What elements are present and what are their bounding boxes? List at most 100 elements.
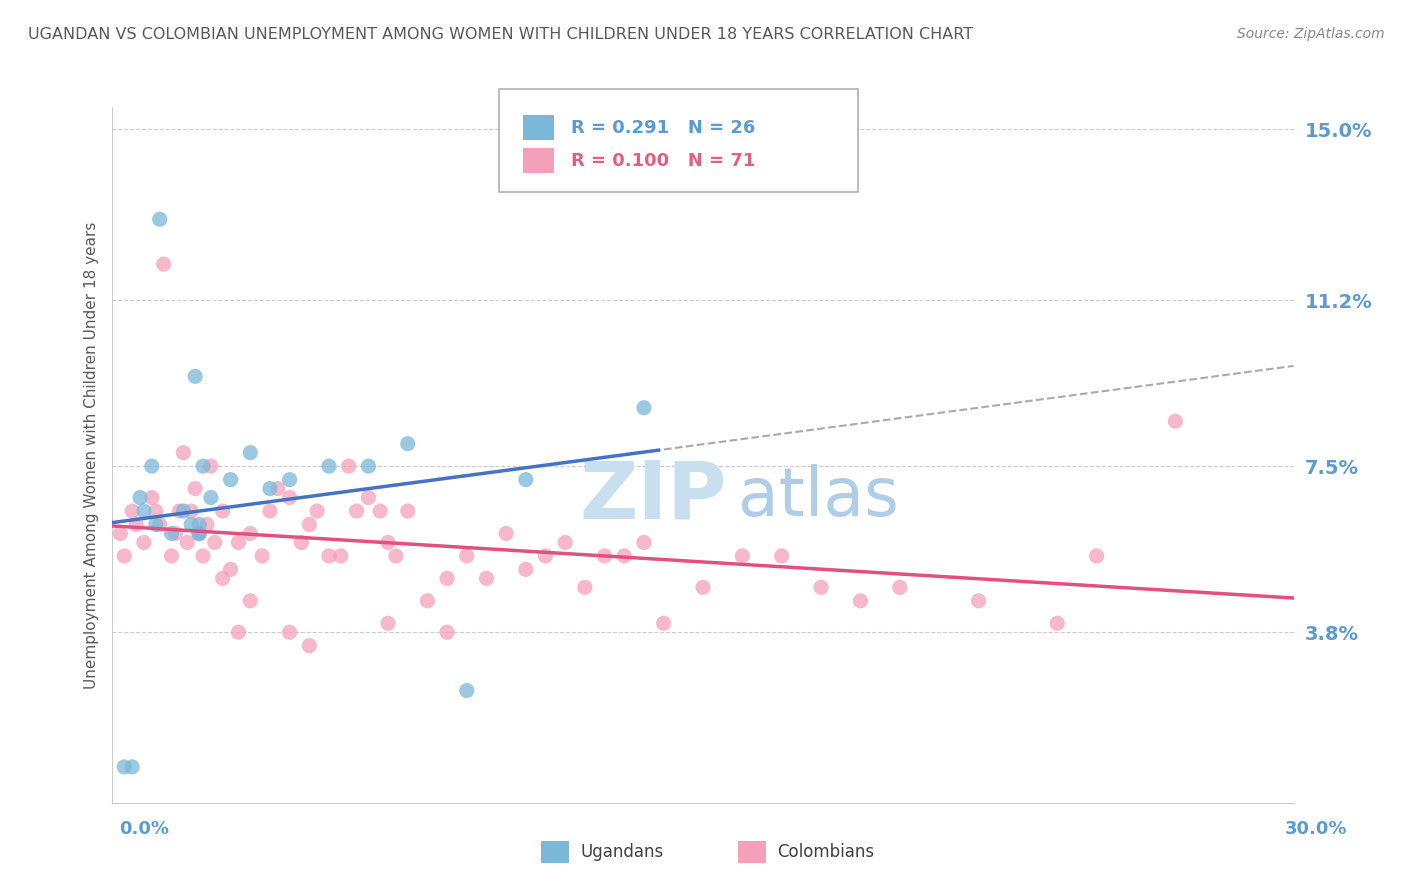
Point [176, 535, 198, 549]
Point [574, 580, 596, 594]
Point [132, 535, 155, 549]
Point [515, 473, 537, 487]
Point [188, 526, 211, 541]
Text: ZIP: ZIP [579, 458, 727, 536]
Point [436, 625, 458, 640]
Point [346, 504, 368, 518]
Point [188, 526, 211, 541]
Point [377, 616, 399, 631]
Point [191, 459, 214, 474]
Point [810, 580, 832, 594]
Point [141, 491, 163, 505]
Point [377, 535, 399, 549]
Point [337, 459, 360, 474]
Point [267, 482, 290, 496]
Point [633, 401, 655, 415]
Point [967, 594, 990, 608]
Point [112, 760, 135, 774]
Point [593, 549, 616, 563]
Text: R = 0.100   N = 71: R = 0.100 N = 71 [571, 152, 755, 169]
Point [169, 504, 191, 518]
Point [318, 459, 340, 474]
Point [692, 580, 714, 594]
Point [250, 549, 273, 563]
Point [228, 535, 250, 549]
Point [329, 549, 352, 563]
Point [121, 504, 143, 518]
Point [436, 571, 458, 585]
Point [652, 616, 675, 631]
Point [613, 549, 636, 563]
Point [191, 549, 214, 563]
Point [396, 504, 419, 518]
Point [239, 445, 262, 459]
Point [554, 535, 576, 549]
Point [239, 594, 262, 608]
Point [160, 526, 183, 541]
Point [731, 549, 754, 563]
Point [298, 517, 321, 532]
Point [1085, 549, 1108, 563]
Point [633, 535, 655, 549]
Point [211, 571, 233, 585]
Point [278, 625, 301, 640]
Point [172, 445, 194, 459]
Point [145, 517, 167, 532]
Text: UGANDAN VS COLOMBIAN UNEMPLOYMENT AMONG WOMEN WITH CHILDREN UNDER 18 YEARS CORRE: UGANDAN VS COLOMBIAN UNEMPLOYMENT AMONG … [28, 27, 973, 42]
Point [180, 517, 202, 532]
Point [165, 526, 187, 541]
Point [200, 491, 222, 505]
Point [219, 562, 242, 576]
Point [889, 580, 911, 594]
Text: 30.0%: 30.0% [1285, 820, 1347, 838]
Text: 0.0%: 0.0% [120, 820, 170, 838]
Point [149, 212, 172, 227]
Point [211, 504, 233, 518]
Point [180, 504, 202, 518]
Point [184, 482, 207, 496]
Point [152, 257, 174, 271]
Point [385, 549, 408, 563]
Point [110, 526, 132, 541]
Text: Source: ZipAtlas.com: Source: ZipAtlas.com [1237, 27, 1385, 41]
Point [416, 594, 439, 608]
Point [132, 504, 155, 518]
Point [188, 526, 211, 541]
Text: Colombians: Colombians [778, 843, 875, 861]
Point [125, 517, 148, 532]
Point [112, 549, 135, 563]
Point [307, 504, 329, 518]
Point [141, 459, 163, 474]
Point [298, 639, 321, 653]
Point [770, 549, 793, 563]
Point [495, 526, 517, 541]
Point [259, 504, 281, 518]
Text: atlas: atlas [738, 464, 900, 530]
Point [172, 504, 194, 518]
Point [219, 473, 242, 487]
Point [849, 594, 872, 608]
Point [184, 369, 207, 384]
Point [204, 535, 226, 549]
Point [1046, 616, 1069, 631]
Point [290, 535, 312, 549]
Point [534, 549, 557, 563]
Point [160, 549, 183, 563]
Point [456, 683, 478, 698]
Point [149, 517, 172, 532]
Point [188, 517, 211, 532]
Point [259, 482, 281, 496]
Point [357, 491, 380, 505]
Point [368, 504, 391, 518]
Point [515, 562, 537, 576]
Point [475, 571, 498, 585]
Point [396, 436, 419, 450]
Point [318, 549, 340, 563]
Point [121, 760, 143, 774]
Point [200, 459, 222, 474]
Point [129, 491, 152, 505]
Point [228, 625, 250, 640]
Text: R = 0.291   N = 26: R = 0.291 N = 26 [571, 119, 755, 136]
Point [278, 473, 301, 487]
Y-axis label: Unemployment Among Women with Children Under 18 years: Unemployment Among Women with Children U… [83, 221, 98, 689]
